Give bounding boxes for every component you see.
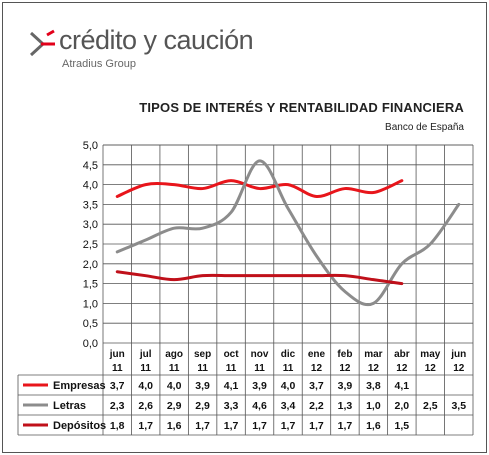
data-label: 3,3	[224, 400, 239, 412]
x-tick-label: jun	[450, 349, 466, 360]
series-line-1	[115, 159, 461, 307]
data-label: 1,7	[252, 420, 267, 432]
data-label: 1,8	[110, 420, 125, 432]
x-tick-label: 11	[226, 363, 237, 374]
y-tick-label: 0,0	[83, 338, 98, 350]
data-label: 2,3	[110, 400, 125, 412]
data-label: 2,9	[195, 400, 210, 412]
x-tick-label: nov	[251, 349, 269, 360]
x-tick-label: dic	[281, 349, 296, 360]
chart-title: TIPOS DE INTERÉS Y RENTABILIDAD FINANCIE…	[139, 100, 464, 115]
y-tick-label: 4,0	[83, 180, 98, 192]
y-tick-label: 1,5	[83, 279, 98, 291]
x-tick-label: sep	[194, 349, 211, 360]
data-label: 4,1	[395, 380, 410, 392]
data-label: 4,1	[224, 380, 239, 392]
data-label: 1,7	[138, 420, 153, 432]
legend-label: Depósitos	[53, 420, 106, 432]
series-line-2	[115, 270, 404, 286]
x-tick-label: mar	[364, 349, 382, 360]
x-tick-label: 11	[112, 363, 123, 374]
data-label: 4,0	[281, 380, 296, 392]
line-chart: 0,0 0,5 1,0 1,5 2,0 2,5 3,0 3,5 4,0 4,5 5,0 jun 11 ju…	[17, 140, 474, 436]
data-label: 3,8	[366, 380, 381, 392]
x-tick-label: 11	[169, 363, 180, 374]
y-tick-label: 4,5	[83, 160, 98, 172]
legend-label: Empresas	[53, 380, 106, 392]
data-label: 3,5	[451, 400, 466, 412]
brand-subtitle: Atradius Group	[62, 58, 136, 70]
data-label: 1,3	[338, 400, 353, 412]
chart-subtitle: Banco de España	[385, 122, 464, 133]
data-label: 1,6	[167, 420, 182, 432]
data-label: 2,6	[138, 400, 153, 412]
x-tick-label: ene	[308, 349, 326, 360]
x-tick-label: 12	[396, 363, 408, 374]
data-label: 1,7	[224, 420, 239, 432]
y-tick-label: 5,0	[83, 140, 98, 152]
x-tick-label: 12	[453, 363, 465, 374]
data-label: 3,9	[338, 380, 353, 392]
x-tick-label: feb	[337, 349, 352, 360]
y-tick-label: 3,5	[83, 199, 98, 211]
data-label: 1,5	[395, 420, 410, 432]
data-label: 2,0	[395, 400, 410, 412]
x-tick-label: jun	[109, 349, 125, 360]
x-tick-label: oct	[224, 349, 240, 360]
x-tick-label: 12	[425, 363, 437, 374]
y-tick-label: 2,5	[83, 239, 98, 251]
x-tick-label: 11	[140, 363, 151, 374]
data-label: 2,5	[423, 400, 438, 412]
chevron-logo-icon	[29, 29, 55, 57]
brand-name: crédito y caución	[59, 25, 254, 55]
y-tick-label: 3,0	[83, 219, 98, 231]
y-tick-label: 1,0	[83, 298, 98, 310]
data-label: 4,6	[252, 400, 267, 412]
data-label: 1,7	[338, 420, 353, 432]
legend-label: Letras	[53, 400, 86, 412]
x-tick-label: abr	[394, 349, 410, 360]
x-tick-label: may	[420, 349, 440, 360]
data-label: 3,4	[281, 400, 296, 412]
data-label: 4,0	[138, 380, 153, 392]
data-label: 1,7	[309, 420, 324, 432]
data-label: 1,0	[366, 400, 381, 412]
data-label: 1,7	[281, 420, 296, 432]
y-tick-label: 2,0	[83, 259, 98, 271]
data-label: 3,9	[252, 380, 267, 392]
data-label: 4,0	[167, 380, 182, 392]
x-tick-label: 12	[311, 363, 323, 374]
data-label: 3,7	[309, 380, 324, 392]
x-tick-label: 12	[339, 363, 351, 374]
x-tick-label: 11	[197, 363, 208, 374]
data-label: 2,2	[309, 400, 324, 412]
x-tick-label: 11	[283, 363, 294, 374]
y-tick-label: 0,5	[83, 318, 98, 330]
data-label: 1,7	[195, 420, 210, 432]
x-tick-label: 11	[254, 363, 265, 374]
data-label: 2,9	[167, 400, 182, 412]
data-label: 3,9	[195, 380, 210, 392]
x-tick-label: 12	[368, 363, 380, 374]
data-label: 1,6	[366, 420, 381, 432]
x-tick-label: jul	[139, 349, 152, 360]
x-tick-label: ago	[165, 349, 183, 360]
series-line-0	[115, 179, 404, 198]
data-label: 3,7	[110, 380, 125, 392]
